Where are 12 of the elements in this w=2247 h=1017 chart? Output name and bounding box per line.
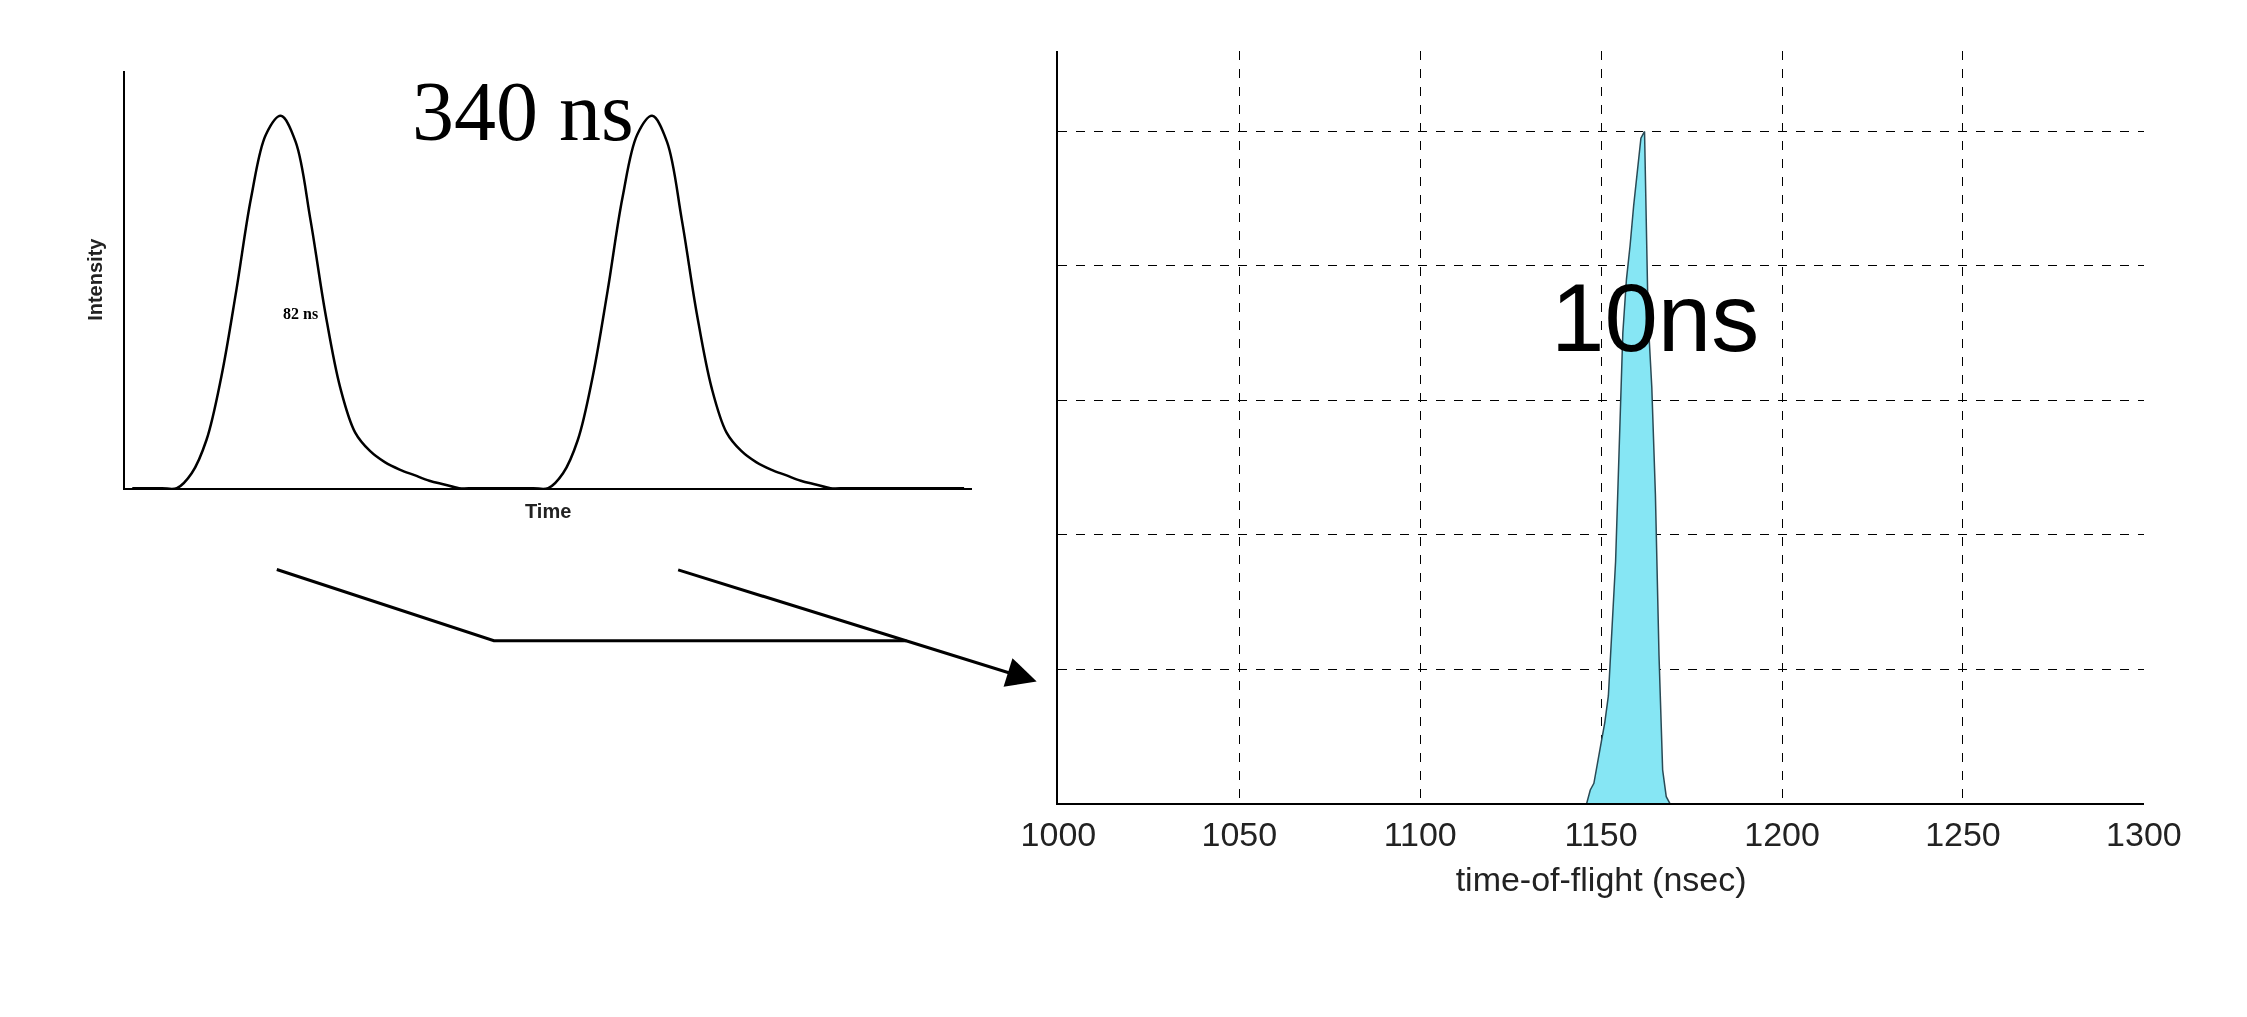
y-axis-title: Intensity: [83, 237, 106, 321]
x-tick-label: 1200: [1744, 815, 1820, 854]
annotation: 82 ns: [283, 305, 319, 322]
x-tick-label: 1250: [1925, 815, 2001, 854]
annotation: 340 ns: [412, 65, 634, 158]
x-tick-label: 1300: [2106, 815, 2182, 854]
x-tick-label: 1150: [1564, 815, 1638, 854]
x-tick-label: 1100: [1383, 815, 1457, 854]
x-axis-title: time-of-flight (nsec): [1455, 860, 1747, 899]
x-tick-label: 1050: [1201, 815, 1278, 854]
x-tick-label: 1000: [1020, 815, 1097, 854]
x-axis-title: Time: [525, 500, 572, 523]
